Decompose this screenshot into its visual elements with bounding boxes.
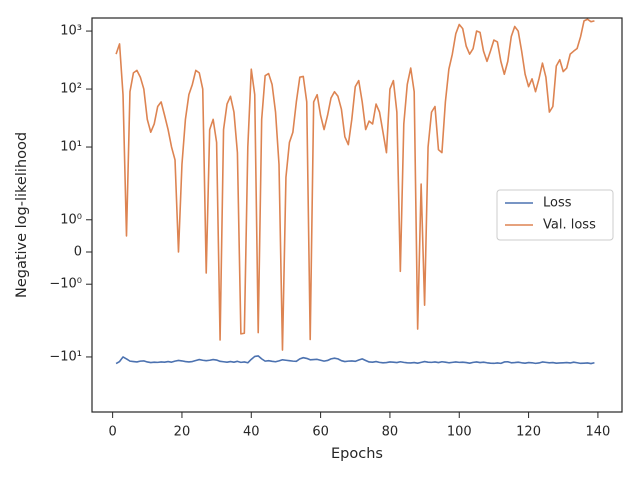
legend-label: Loss [543,196,572,211]
y-tick-label: 10¹ [60,140,82,155]
y-tick-label: 10² [60,82,82,97]
x-tick-label: 80 [382,425,399,440]
x-tick-label: 100 [447,425,472,440]
y-axis-label: Negative log-likelihood [14,132,30,298]
y-tick-label: 0 [74,244,82,259]
x-tick-label: 20 [174,425,191,440]
x-tick-label: 60 [312,425,329,440]
line-series [115,355,595,365]
line-series [115,18,595,351]
x-tick-label: 40 [243,425,260,440]
y-tick-label: 10⁰ [60,212,82,227]
x-tick-label: 0 [108,425,116,440]
y-tick-label: −10⁰ [49,277,82,292]
x-tick-label: 120 [516,425,541,440]
y-tick-label: 10³ [60,24,82,39]
legend: Loss Val. loss [496,189,614,241]
legend-label: Val. loss [543,218,596,233]
x-axis-label: Epochs [331,446,383,462]
plot-frame [91,17,623,413]
x-tick-label: 140 [585,425,610,440]
y-tick-label: −10¹ [49,349,82,364]
